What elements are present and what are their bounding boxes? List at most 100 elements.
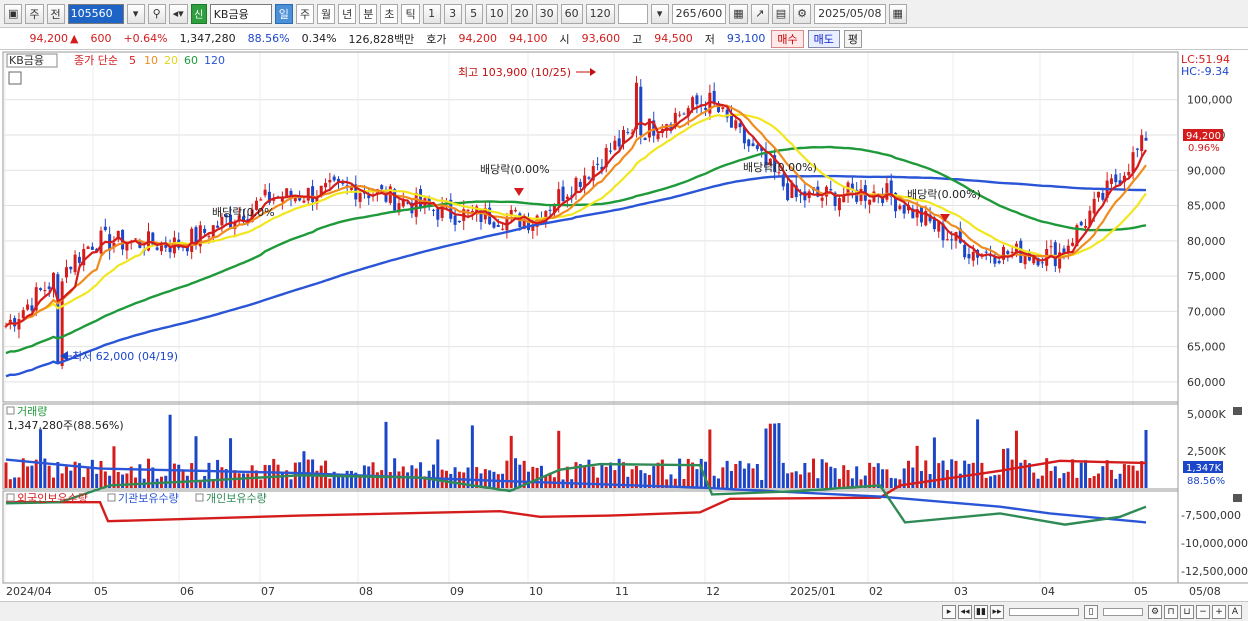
stock-chart[interactable]: KB금융 종가 단순 5 10 20 60 120 최고 103,900 (10… bbox=[0, 50, 1248, 601]
volume-bar bbox=[742, 468, 746, 488]
volume-bar bbox=[760, 479, 764, 488]
range-slider[interactable] bbox=[1103, 607, 1143, 616]
interval-5-button[interactable]: 5 bbox=[464, 3, 483, 24]
interval-10-button[interactable]: 10 bbox=[485, 3, 508, 24]
sell-button[interactable]: 매도 bbox=[807, 29, 840, 48]
foreign-holdings-line bbox=[6, 459, 1147, 523]
x-axis-label: 2024/04 bbox=[6, 585, 52, 598]
interval-120-button[interactable]: 120 bbox=[585, 3, 615, 24]
expand-icon[interactable]: ⊔ bbox=[1180, 604, 1194, 619]
candle-body bbox=[561, 186, 565, 202]
market-type-select[interactable]: 주 bbox=[25, 3, 44, 24]
volume-bar bbox=[375, 472, 379, 488]
holdings-panel-close-icon[interactable] bbox=[1233, 494, 1242, 502]
date-field[interactable]: 2025/05/08 bbox=[814, 3, 886, 24]
volume-bar bbox=[1058, 478, 1062, 488]
candle-body bbox=[457, 220, 461, 223]
volume-bar bbox=[1014, 430, 1018, 488]
period-year-button[interactable]: 년 bbox=[338, 3, 357, 24]
candle-body bbox=[436, 208, 440, 220]
candle-body bbox=[21, 310, 25, 319]
ma5-line bbox=[5, 100, 1147, 327]
candle-body bbox=[43, 290, 47, 292]
stock-code-input[interactable]: 105560 bbox=[67, 3, 124, 24]
volume-summary: 1,347,280주(88.56%) bbox=[7, 419, 124, 432]
save-icon[interactable]: ▤ bbox=[771, 3, 791, 24]
interval-60-button[interactable]: 60 bbox=[560, 3, 583, 24]
zoom-handle-icon[interactable]: ▯ bbox=[1084, 604, 1098, 619]
font-size-icon[interactable]: A bbox=[1228, 604, 1242, 619]
interval-custom-input[interactable] bbox=[617, 3, 648, 24]
stock-name-field[interactable]: KB금융 bbox=[209, 3, 272, 24]
scroll-last-icon[interactable]: ▸▸ bbox=[990, 604, 1004, 619]
candle-body bbox=[406, 202, 410, 204]
gear-icon[interactable]: ⚙ bbox=[793, 3, 812, 24]
chart-tool-icon[interactable]: ▦ bbox=[729, 3, 748, 24]
volume-bar bbox=[8, 479, 12, 488]
search-icon[interactable]: ⚲ bbox=[147, 3, 166, 24]
volume-bar bbox=[1131, 465, 1135, 488]
calendar-icon[interactable]: ▦ bbox=[888, 3, 907, 24]
candle-body bbox=[915, 209, 919, 218]
volume-bar bbox=[518, 464, 522, 488]
chart-window-icon[interactable]: ▣ bbox=[4, 3, 23, 24]
candle-body bbox=[112, 242, 116, 248]
candle-body bbox=[514, 210, 518, 212]
count-field[interactable]: 265/600 bbox=[671, 3, 727, 24]
candle-body bbox=[388, 186, 392, 203]
buy-button[interactable]: 매수 bbox=[771, 29, 804, 48]
candle-body bbox=[1071, 242, 1075, 246]
candle-body bbox=[198, 225, 202, 247]
x-axis-label: 04 bbox=[1041, 585, 1055, 598]
current-price-pct: 0.96% bbox=[1188, 143, 1220, 154]
candle-body bbox=[1135, 148, 1139, 150]
code-dropdown-icon[interactable]: ▾ bbox=[126, 3, 145, 24]
volume-bar bbox=[678, 458, 682, 488]
interval-20-button[interactable]: 20 bbox=[510, 3, 533, 24]
interval-30-button[interactable]: 30 bbox=[535, 3, 558, 24]
zoom-out-icon[interactable]: − bbox=[1196, 604, 1210, 619]
period-minute-button[interactable]: 분 bbox=[359, 3, 378, 24]
zoom-slider[interactable] bbox=[1009, 607, 1079, 616]
candle-body bbox=[449, 199, 453, 219]
candle-body bbox=[30, 305, 34, 311]
volume-bar bbox=[207, 462, 211, 488]
volume-bar bbox=[125, 473, 129, 488]
volume-bar bbox=[596, 477, 600, 488]
foreign-holdings-label: 외국인보유수량 bbox=[17, 492, 88, 505]
period-tick-button[interactable]: 틱 bbox=[401, 3, 420, 24]
candle-body bbox=[414, 192, 418, 217]
settings-small-icon[interactable]: ⚙ bbox=[1148, 604, 1162, 619]
candle-body bbox=[721, 107, 725, 109]
volume-bar bbox=[95, 473, 99, 488]
speaker-icon[interactable]: ◂▾ bbox=[168, 3, 188, 24]
high-price: 94,500 bbox=[654, 32, 693, 45]
scroll-first-icon[interactable]: ◂◂ bbox=[958, 604, 972, 619]
grid-toggle-icon[interactable] bbox=[8, 71, 22, 85]
mode-select[interactable]: 전 bbox=[46, 3, 65, 24]
zoom-in-icon[interactable]: + bbox=[1212, 604, 1226, 619]
volume-bar bbox=[1071, 459, 1075, 488]
volume-panel-close-icon[interactable] bbox=[1233, 407, 1242, 415]
dividend-annotation-4: 배당락(0.00%) bbox=[907, 188, 981, 201]
period-day-button[interactable]: 일 bbox=[274, 3, 293, 24]
draw-tool-icon[interactable]: ↗ bbox=[750, 3, 769, 24]
pause-icon[interactable]: ▮▮ bbox=[974, 604, 988, 619]
interval-dropdown-icon[interactable]: ▾ bbox=[650, 3, 669, 24]
period-week-button[interactable]: 주 bbox=[295, 3, 314, 24]
candle-body bbox=[298, 196, 302, 201]
current-price: 94,200 bbox=[29, 32, 69, 45]
volume-bar bbox=[315, 470, 319, 488]
interval-1-button[interactable]: 1 bbox=[422, 3, 441, 24]
volume-bar bbox=[915, 445, 919, 488]
candle-body bbox=[466, 209, 470, 212]
average-button[interactable]: 평 bbox=[843, 29, 863, 48]
candle-body bbox=[1066, 245, 1070, 253]
compress-icon[interactable]: ⊓ bbox=[1164, 604, 1178, 619]
period-second-button[interactable]: 초 bbox=[380, 3, 399, 24]
candle-body bbox=[578, 181, 582, 187]
period-month-button[interactable]: 월 bbox=[316, 3, 336, 24]
interval-3-button[interactable]: 3 bbox=[443, 3, 462, 24]
scroll-right-icon[interactable]: ▸ bbox=[942, 604, 956, 619]
candle-body bbox=[712, 90, 716, 104]
